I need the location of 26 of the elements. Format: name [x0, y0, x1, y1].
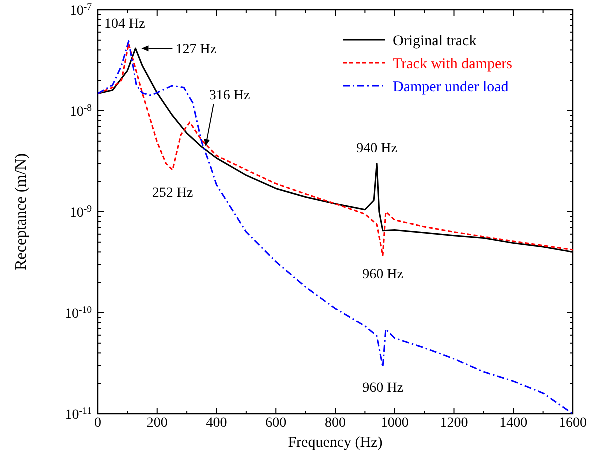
- y-axis-title: Receptance (m/N): [13, 154, 30, 270]
- x-tick-label: 0: [94, 416, 102, 431]
- x-tick-label: 1600: [559, 416, 587, 431]
- x-tick-label: 400: [206, 416, 228, 431]
- annotation: 252 Hz: [152, 186, 194, 201]
- legend-label: Original track: [393, 33, 478, 50]
- legend-label: Damper under load: [393, 79, 510, 96]
- annotation: 960 Hz: [362, 381, 404, 396]
- annotation: 940 Hz: [356, 142, 398, 157]
- y-tick-label: 10$^{-8}$: [70, 102, 92, 120]
- y-tick-label: 10$^{-7}$: [70, 1, 92, 19]
- y-tick-label: 10$^{-11}$: [65, 405, 92, 423]
- x-tick-label: 1200: [440, 416, 468, 431]
- x-tick-label: 800: [325, 416, 346, 431]
- annotation: 127 Hz: [176, 42, 217, 58]
- legend-label: Track with dampers: [393, 56, 513, 72]
- x-tick-label: 600: [266, 416, 287, 431]
- annotation: 104 Hz: [104, 17, 146, 32]
- y-tick-label: 10$^{-10}$: [64, 304, 92, 322]
- x-tick-label: 1400: [500, 416, 528, 431]
- x-tick-label: 200: [146, 416, 168, 431]
- y-tick-label: 10$^{-9}$: [70, 203, 92, 221]
- x-axis-title: Frequency (Hz): [288, 435, 383, 451]
- annotation: 960 Hz: [362, 268, 404, 283]
- x-tick-label: 1000: [380, 416, 409, 431]
- annotation: 316 Hz: [209, 88, 250, 104]
